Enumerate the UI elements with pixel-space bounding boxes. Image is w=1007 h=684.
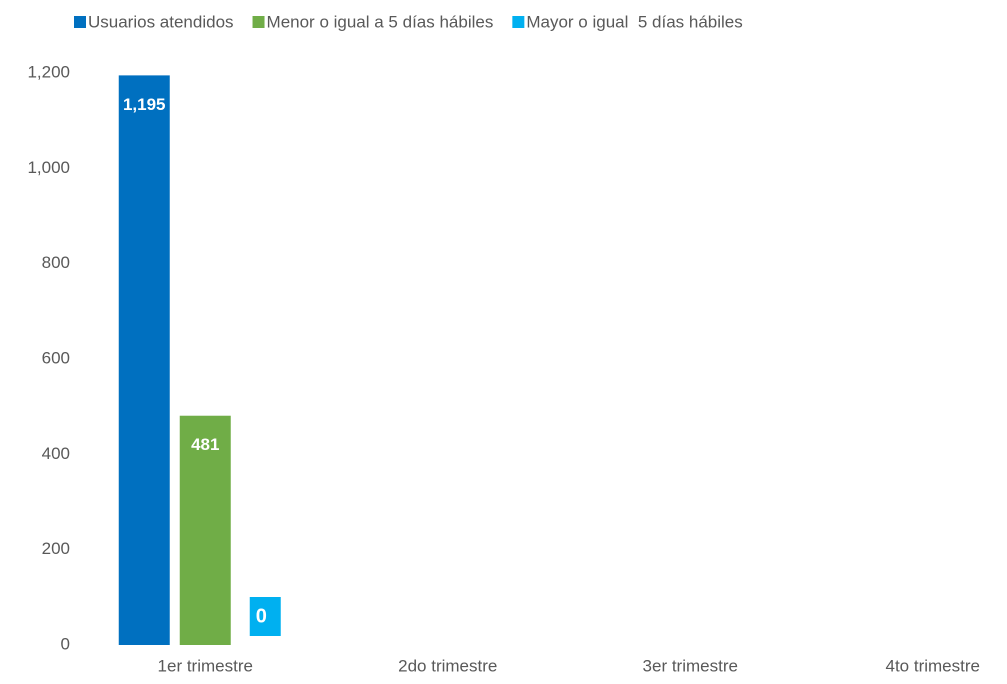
- x-tick-label: 4to trimestre: [886, 656, 980, 675]
- value-label: 0: [256, 605, 267, 627]
- value-label-box: [249, 597, 281, 636]
- legend-swatch: [74, 16, 86, 28]
- x-tick-label: 3er trimestre: [643, 656, 738, 675]
- y-tick-label: 800: [42, 253, 70, 272]
- legend-label: Menor o igual a 5 días hábiles: [267, 12, 494, 31]
- value-label: 1,195: [123, 95, 166, 114]
- y-tick-label: 0: [61, 634, 70, 653]
- legend-label: Usuarios atendidos: [88, 12, 234, 31]
- y-tick-label: 1,000: [27, 158, 70, 177]
- legend-label: Mayor o igual 5 días hábiles: [526, 12, 742, 31]
- bar: [118, 75, 170, 646]
- x-tick-label: 1er trimestre: [158, 656, 253, 675]
- y-tick-label: 200: [42, 539, 70, 558]
- legend-swatch: [512, 16, 525, 28]
- x-tick-label: 2do trimestre: [398, 656, 497, 675]
- y-tick-label: 600: [42, 348, 70, 367]
- legend-swatch: [252, 16, 265, 28]
- value-label: 481: [191, 435, 219, 454]
- bar: [179, 415, 231, 645]
- y-tick-label: 400: [42, 444, 70, 463]
- y-tick-label: 1,200: [27, 62, 70, 81]
